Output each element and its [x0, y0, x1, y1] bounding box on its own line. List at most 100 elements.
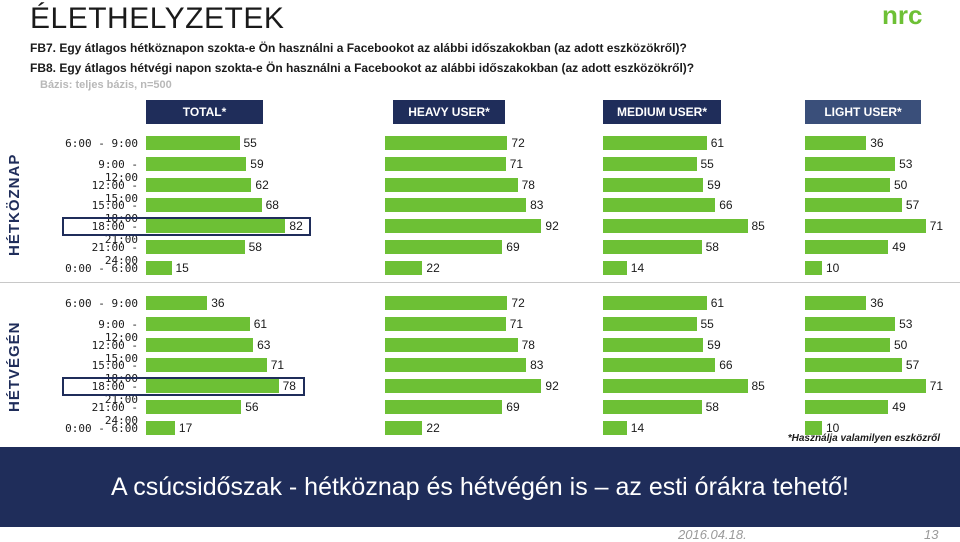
bar-value-label: 49 [892, 400, 906, 414]
bar-value-label: 85 [751, 379, 765, 394]
bar-light [805, 240, 889, 254]
bar-value-label: 50 [894, 177, 908, 192]
bar-total [146, 240, 245, 254]
bar-heavy [385, 219, 542, 234]
bar-value-label: 69 [506, 240, 520, 254]
base-note: Bázis: teljes bázis, n=500 [40, 79, 172, 91]
bar-value-label: 57 [905, 198, 920, 213]
bar-total [146, 400, 242, 414]
bar-light [805, 219, 926, 234]
nrc-logo: nrc [882, 2, 922, 30]
bar-light [805, 260, 822, 275]
bar-value-label: 55 [700, 156, 714, 171]
bar-value-label: 17 [178, 420, 193, 435]
bar-value-label: 58 [705, 240, 719, 254]
bar-value-label: 14 [630, 260, 645, 275]
peak-highlight-frame [62, 377, 305, 397]
bar-value-label: 10 [826, 260, 840, 275]
bar-value-label: 61 [253, 316, 268, 331]
bar-total [146, 219, 286, 234]
bar-total [146, 316, 250, 331]
bar-value-label: 61 [710, 296, 725, 310]
bar-value-label: 72 [511, 296, 525, 310]
header-medium-user: MEDIUM USER* [603, 100, 721, 124]
time-slot-label: 9:00 - 12:00 [98, 317, 138, 344]
bar-value-label: 36 [870, 296, 884, 310]
bar-value-label: 59 [707, 337, 721, 352]
bar-light [805, 337, 890, 352]
bar-medium [603, 240, 702, 254]
bar-heavy [385, 156, 506, 171]
bar-heavy [385, 316, 506, 331]
question-fb8: FB8. Egy átlagos hétvégi napon szokta-e … [30, 61, 695, 75]
time-slot-label: 18:00 - 21:00 [91, 220, 138, 247]
bar-value-label: 85 [751, 219, 765, 234]
bar-light [805, 379, 926, 394]
bar-value-label: 59 [250, 156, 264, 171]
bar-value-label: 49 [892, 240, 906, 254]
bar-value-label: 15 [175, 260, 189, 275]
header-total: TOTAL* [146, 100, 263, 124]
logo-text: nrc [882, 2, 922, 30]
bar-value-label: 78 [521, 337, 535, 352]
bar-total [146, 379, 279, 394]
section-label-weekend: HÉTVÉGÉN [6, 321, 23, 413]
bar-value-label: 82 [289, 219, 303, 234]
bar-heavy [385, 379, 542, 394]
bar-light [805, 316, 896, 331]
bar-total [146, 337, 254, 352]
bar-total [146, 198, 262, 213]
bar-heavy [385, 177, 518, 192]
bar-heavy [385, 136, 508, 150]
bar-value-label: 66 [719, 358, 733, 373]
bar-medium [603, 379, 748, 394]
bar-total [146, 156, 247, 171]
bar-medium [603, 358, 716, 373]
bar-medium [603, 337, 704, 352]
bar-value-label: 71 [270, 358, 285, 373]
bar-value-label: 71 [929, 219, 944, 234]
bar-value-label: 72 [511, 136, 525, 150]
bar-light [805, 358, 902, 373]
bar-medium [603, 400, 702, 414]
bar-value-label: 22 [426, 420, 440, 435]
bar-light [805, 400, 889, 414]
bar-value-label: 10 [826, 420, 840, 435]
bar-total [146, 177, 252, 192]
bar-value-label: 62 [255, 177, 269, 192]
bar-heavy [385, 296, 508, 310]
time-slot-label: 21:00 - 24:00 [91, 241, 138, 267]
peak-highlight-frame [62, 217, 312, 237]
bar-value-label: 71 [509, 156, 524, 171]
bar-heavy [385, 198, 527, 213]
bar-value-label: 92 [545, 379, 559, 394]
time-slot-label: 21:00 - 24:00 [91, 401, 138, 427]
bar-value-label: 59 [707, 177, 721, 192]
bar-light [805, 420, 822, 435]
time-slot-label: 0:00 - 6:00 [65, 261, 138, 275]
bar-value-label: 50 [894, 337, 908, 352]
bar-total [146, 136, 240, 150]
bar-total [146, 420, 175, 435]
bar-light [805, 136, 867, 150]
bar-medium [603, 136, 707, 150]
bar-value-label: 14 [630, 420, 645, 435]
bar-medium [603, 156, 697, 171]
bar-value-label: 71 [929, 379, 944, 394]
section-divider [0, 282, 960, 283]
time-slot-label: 12:00 - 15:00 [91, 178, 138, 205]
bar-value-label: 53 [899, 156, 913, 171]
bar-value-label: 55 [243, 136, 257, 150]
bar-total [146, 358, 267, 373]
conclusion-text: A csúcsidőszak - hétköznap és hétvégén i… [111, 473, 849, 501]
bar-value-label: 36 [870, 136, 884, 150]
bar-medium [603, 296, 707, 310]
bar-value-label: 58 [248, 240, 262, 254]
bar-value-label: 58 [705, 400, 719, 414]
bar-light [805, 156, 896, 171]
bar-heavy [385, 240, 503, 254]
bar-light [805, 177, 890, 192]
bar-value-label: 83 [530, 358, 544, 373]
header-light-user: LIGHT USER* [805, 100, 921, 124]
bar-value-label: 83 [530, 198, 544, 213]
